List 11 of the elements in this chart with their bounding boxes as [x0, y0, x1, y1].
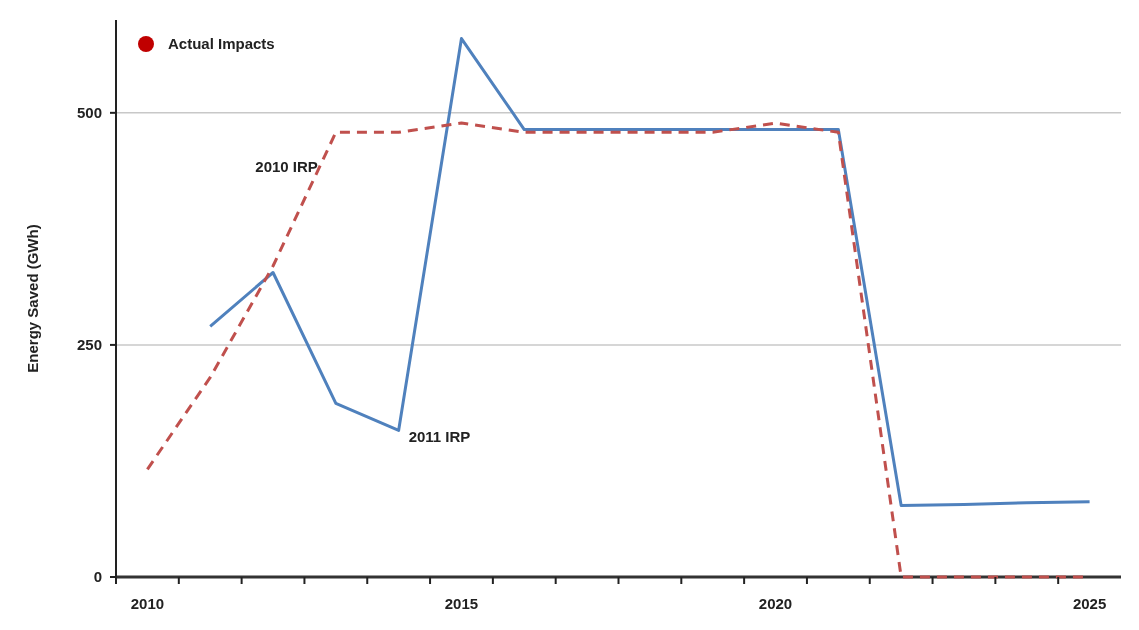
x-tick-label: 2025: [1072, 595, 1107, 612]
y-axis-title: Energy Saved (GWh): [24, 224, 41, 373]
series-label: 2011 IRP: [408, 428, 471, 446]
legend-label: Actual Impacts: [168, 35, 275, 53]
x-tick-label: 2015: [444, 595, 479, 612]
x-tick-label: 2020: [758, 595, 793, 612]
x-tick-label: 2010: [130, 595, 165, 612]
y-tick-label: 250: [76, 336, 102, 354]
y-tick-label: 500: [76, 104, 102, 122]
series-label: 2010 IRP: [255, 158, 318, 176]
y-tick-label: 0: [93, 568, 102, 586]
